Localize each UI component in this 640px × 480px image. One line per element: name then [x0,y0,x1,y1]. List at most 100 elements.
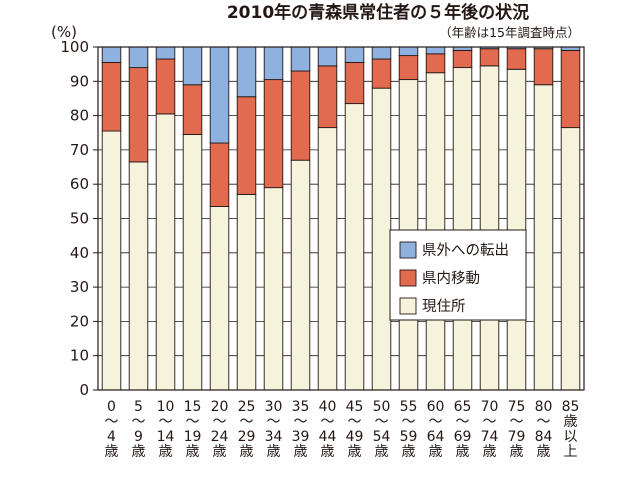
bar-segment [101,46,122,63]
x-category-label: 20 [211,399,229,415]
legend-label: 県外への転出 [422,242,509,259]
bar-segment [263,46,284,81]
x-category-label: 〜 [348,414,362,430]
x-category-label: 歳 [510,444,524,460]
x-category-label: 〜 [375,414,389,430]
bar-segment [452,67,473,391]
y-tick-label: 90 [70,72,89,90]
age-note: （年齢は15年調査時点） [439,25,580,40]
chart-title: 2010年の青森県常住者の５年後の状況 [227,2,529,23]
x-category-label: 15 [184,399,202,415]
x-category-label: 49 [346,429,364,445]
bar-segment [344,103,365,391]
x-category-label: 〜 [105,414,119,430]
bar-segment [155,46,176,60]
x-category-label: 〜 [267,414,281,430]
x-category-label: 65 [454,399,472,415]
bar-segment [209,46,230,144]
x-category-label: 25 [238,399,256,415]
bar-segment [560,127,581,391]
x-category-label: 34 [265,429,283,445]
x-category-label: 〜 [402,414,416,430]
bar-segment [506,48,527,70]
x-category-label: 歳 [321,444,335,460]
x-category-label: 44 [319,429,337,445]
bar-segment [290,46,311,72]
x-category-label: 〜 [159,414,173,430]
bar-segment [209,142,230,207]
legend-swatch [399,297,417,315]
y-tick-label: 0 [79,381,89,399]
x-category-label: 〜 [321,414,335,430]
bar-segment [128,161,149,391]
x-category-label: 歳 [105,444,119,460]
x-category-label: 80 [535,399,553,415]
x-category-label: 14 [157,429,175,445]
x-category-label: 歳 [186,444,200,460]
legend-label: 現住所 [422,298,466,315]
x-category-label: 59 [400,429,418,445]
x-category-label: 50 [373,399,391,415]
bar-segment [317,46,338,67]
x-category-label: 歳 [375,444,389,460]
bar-segment [128,46,149,69]
y-tick-label: 50 [70,210,89,228]
x-category-label: 歳 [294,444,308,460]
x-category-label: 以 [564,429,578,445]
x-category-label: 60 [427,399,445,415]
bar-segment [533,48,554,86]
x-category-label: 歳 [483,444,497,460]
bar-segment [371,87,392,391]
bars [101,46,581,391]
y-tick-label: 10 [70,347,89,365]
x-category-label: 24 [211,429,229,445]
bar-segment [236,194,257,391]
bar-segment [290,159,311,391]
x-category-label: 〜 [483,414,497,430]
x-category-label: 74 [481,429,499,445]
x-category-label: 79 [508,429,526,445]
x-category-label: 〜 [429,414,443,430]
x-category-label: 75 [508,399,526,415]
x-category-label: 70 [481,399,499,415]
bar-segment [263,187,284,391]
x-category-label: 歳 [537,444,551,460]
y-tick-label: 80 [70,107,89,125]
bar-segment [155,58,176,115]
bar-segment [452,49,473,69]
x-category-label: 歳 [159,444,173,460]
x-category-label: 54 [373,429,391,445]
x-category-label: 29 [238,429,256,445]
x-category-label: 〜 [186,414,200,430]
x-category-label: 39 [292,429,310,445]
bar-segment [560,49,581,129]
y-axis-ticks: 0 10 20 30 40 50 60 70 80 90 100 [60,38,98,399]
y-tick-label: 20 [70,312,89,330]
bar-segment [128,67,149,163]
x-category-label: 45 [346,399,364,415]
legend-swatch [399,241,417,259]
x-category-label: 5 [134,399,143,415]
y-tick-label: 70 [70,141,89,159]
x-category-label: 歳 [456,444,470,460]
bar-segment [425,53,446,74]
bar-segment [317,65,338,129]
x-category-label: 〜 [510,414,524,430]
x-category-label: 40 [319,399,337,415]
bar-segment [182,46,203,86]
bar-segment [479,48,500,67]
x-category-label: 4 [107,429,116,445]
x-category-label: 〜 [240,414,254,430]
bar-segment [398,46,419,57]
y-tick-label: 100 [60,38,89,56]
x-category-label: 9 [134,429,143,445]
x-category-label: 歳 [429,444,443,460]
x-category-label: 上 [564,444,578,460]
x-category-label: 歳 [564,414,578,430]
bar-segment [263,79,284,189]
y-tick-label: 60 [70,175,89,193]
bar-segment [533,84,554,391]
x-category-label: 69 [454,429,472,445]
x-category-label: 0 [107,399,116,415]
